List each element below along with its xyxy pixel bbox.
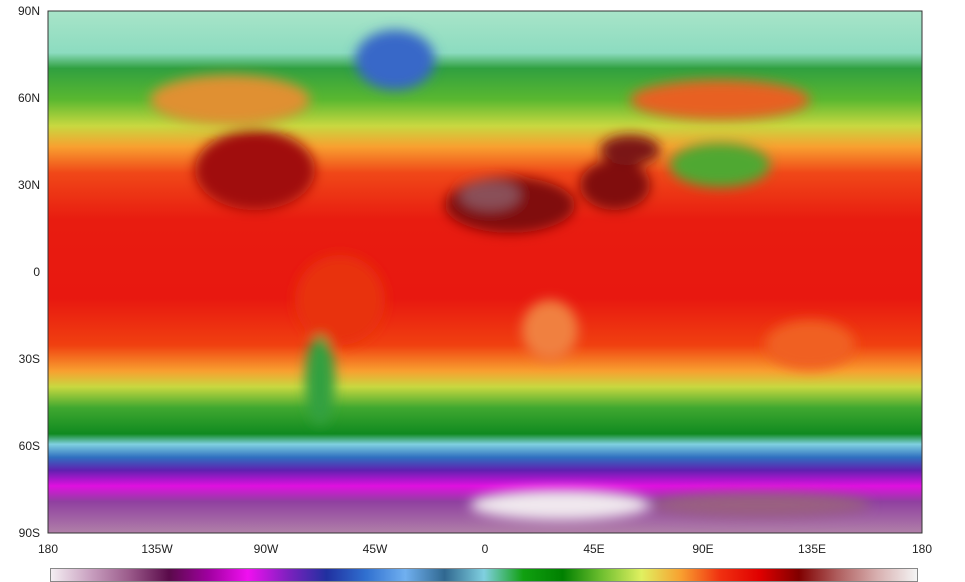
greenland-region — [355, 30, 435, 90]
south-america-region — [295, 255, 385, 345]
australia-region — [765, 320, 855, 370]
andes-region — [305, 335, 335, 425]
sahara-core — [460, 180, 520, 210]
y-tick-label: 90S — [18, 526, 40, 540]
x-tick-label: 135E — [797, 542, 827, 556]
color-scale-bar — [50, 568, 918, 582]
x-tick-label: 90W — [253, 542, 279, 556]
y-tick-label: 60S — [18, 439, 40, 453]
antarctica-plateau — [470, 490, 650, 520]
tibet-region — [670, 143, 770, 187]
y-tick-label: 90N — [17, 4, 40, 18]
antarctica-east — [650, 493, 870, 517]
y-tick-label: 30N — [17, 178, 40, 192]
siberia-region — [630, 80, 810, 120]
y-tick-label: 30S — [18, 352, 40, 366]
arabia-region — [580, 160, 650, 210]
y-tick-label: 60N — [17, 91, 40, 105]
x-tick-label: 45E — [583, 542, 605, 556]
x-tick-label: 135W — [141, 542, 173, 556]
x-tick-label: 45W — [362, 542, 388, 556]
x-tick-label: 180 — [911, 542, 933, 556]
north-america-region — [195, 130, 315, 210]
southern-africa-region — [522, 300, 578, 360]
x-tick-label: 180 — [37, 542, 59, 556]
canada-region — [150, 75, 310, 125]
central-asia-region — [600, 135, 660, 165]
x-tick-label: 90E — [692, 542, 714, 556]
x-tick-label: 0 — [481, 542, 489, 556]
y-tick-label: 0 — [33, 265, 40, 279]
